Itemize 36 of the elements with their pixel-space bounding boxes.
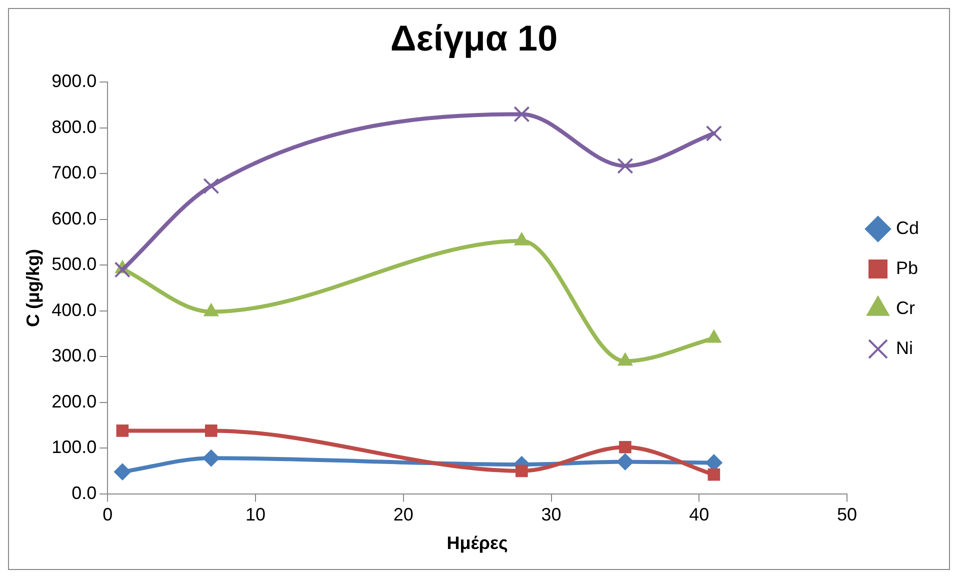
y-tick-label: 900.0 <box>52 71 97 92</box>
point <box>114 463 131 480</box>
x-tick-label: 30 <box>541 504 562 525</box>
point <box>617 158 634 174</box>
point <box>202 450 220 467</box>
y-tick-label: 600.0 <box>52 208 97 228</box>
y-tick-label: 100.0 <box>52 437 97 458</box>
point <box>516 464 528 478</box>
point <box>706 125 722 142</box>
point <box>708 468 720 481</box>
y-tick-label: 700.0 <box>52 162 97 183</box>
y-tick-label: 500.0 <box>52 254 97 274</box>
point <box>116 424 129 437</box>
x-tick-label: 40 <box>689 504 710 525</box>
x-axis-title: Ημέρες <box>446 533 508 554</box>
point <box>619 440 632 454</box>
y-tick-label: 300.0 <box>52 346 97 366</box>
y-tick-label: 400.0 <box>52 300 97 320</box>
y-tick-label: 0.0 <box>72 482 97 503</box>
legend-label: Cd <box>896 218 920 238</box>
legend-label: Ni <box>896 338 913 358</box>
point <box>114 262 130 278</box>
point <box>203 178 220 194</box>
legend-label: Pb <box>896 258 918 278</box>
x-tick-label: 10 <box>246 504 266 525</box>
legend-label: Cr <box>896 298 915 318</box>
point <box>204 424 218 437</box>
x-tick-label: 20 <box>393 504 414 525</box>
point <box>514 106 530 122</box>
point <box>616 453 634 470</box>
x-tick-label: 0 <box>102 504 113 525</box>
y-axis-title: C (μg/kg) <box>22 248 43 328</box>
chart-title: Δείγμα 10 <box>390 18 558 59</box>
y-tick-label: 200.0 <box>52 391 97 412</box>
y-tick-label: 800.0 <box>52 116 97 137</box>
x-tick-label: 50 <box>836 504 858 525</box>
